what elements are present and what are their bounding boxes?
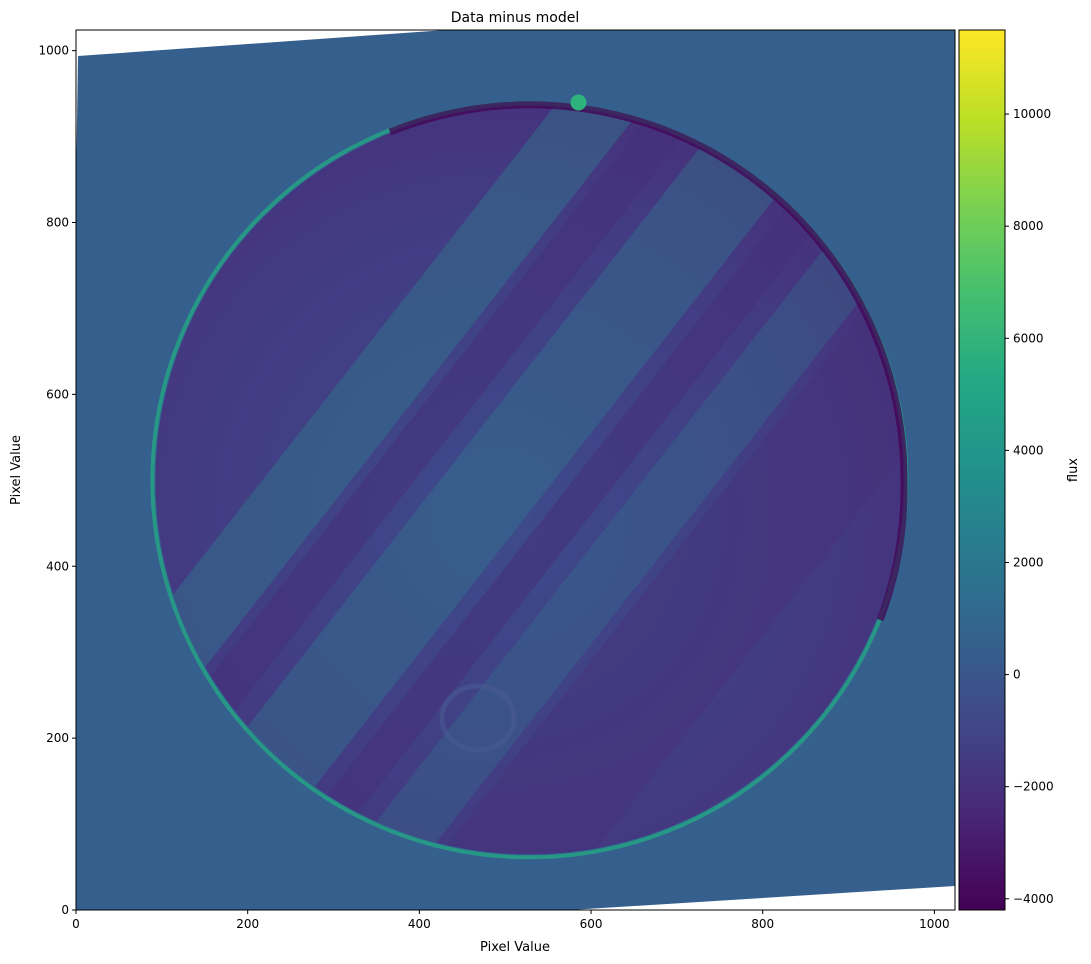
limb-ring-dark <box>388 101 908 622</box>
colorbar-tick-label: 6000 <box>1013 331 1044 345</box>
x-tick-label: 200 <box>236 917 259 931</box>
colorbar-tick-label: −2000 <box>1013 780 1054 794</box>
x-tick-label: 600 <box>580 917 603 931</box>
colorbar-ticks: −4000 −2000 0 2000 4000 6000 8000 10000 <box>1005 107 1054 906</box>
y-tick-label: 200 <box>46 731 69 745</box>
cloud-bands <box>155 106 904 855</box>
y-tick-label: 800 <box>46 216 69 230</box>
colorbar-tick-label: 2000 <box>1013 555 1044 569</box>
colorbar-tick-label: −4000 <box>1013 892 1054 906</box>
colorbar <box>958 29 1006 911</box>
y-tick-label: 0 <box>61 903 69 917</box>
axes-frame <box>75 29 956 911</box>
y-tick-label: 1000 <box>38 44 69 58</box>
band-dark <box>390 238 904 855</box>
band-light <box>335 195 904 855</box>
x-tick-label: 0 <box>72 917 80 931</box>
planet-disk <box>155 106 904 855</box>
y-axis-label: Pixel Value <box>9 435 24 505</box>
band-light <box>155 106 685 732</box>
chart-title: Data minus model <box>451 10 580 26</box>
y-tick-label: 400 <box>46 559 69 573</box>
x-axis-label: Pixel Value <box>480 940 550 955</box>
moon-spot <box>570 94 587 111</box>
band-dark <box>162 106 724 763</box>
x-tick-label: 400 <box>408 917 431 931</box>
band-dark <box>292 161 850 855</box>
great-red-spot <box>439 683 517 753</box>
colorbar-tick-label: 4000 <box>1013 443 1044 457</box>
y-axis-ticks: 0 200 400 600 800 1000 <box>38 44 76 917</box>
x-tick-label: 1000 <box>919 917 950 931</box>
colorbar-tick-label: 8000 <box>1013 219 1044 233</box>
y-tick-label: 600 <box>46 387 69 401</box>
x-axis-ticks: 0 200 400 600 800 1000 <box>72 910 950 931</box>
colorbar-tick-label: 0 <box>1013 668 1021 682</box>
x-tick-label: 800 <box>751 917 774 931</box>
image-area <box>76 30 955 910</box>
colorbar-tick-label: 10000 <box>1013 107 1051 121</box>
band-light <box>209 106 811 831</box>
colorbar-label: flux <box>1066 458 1081 482</box>
